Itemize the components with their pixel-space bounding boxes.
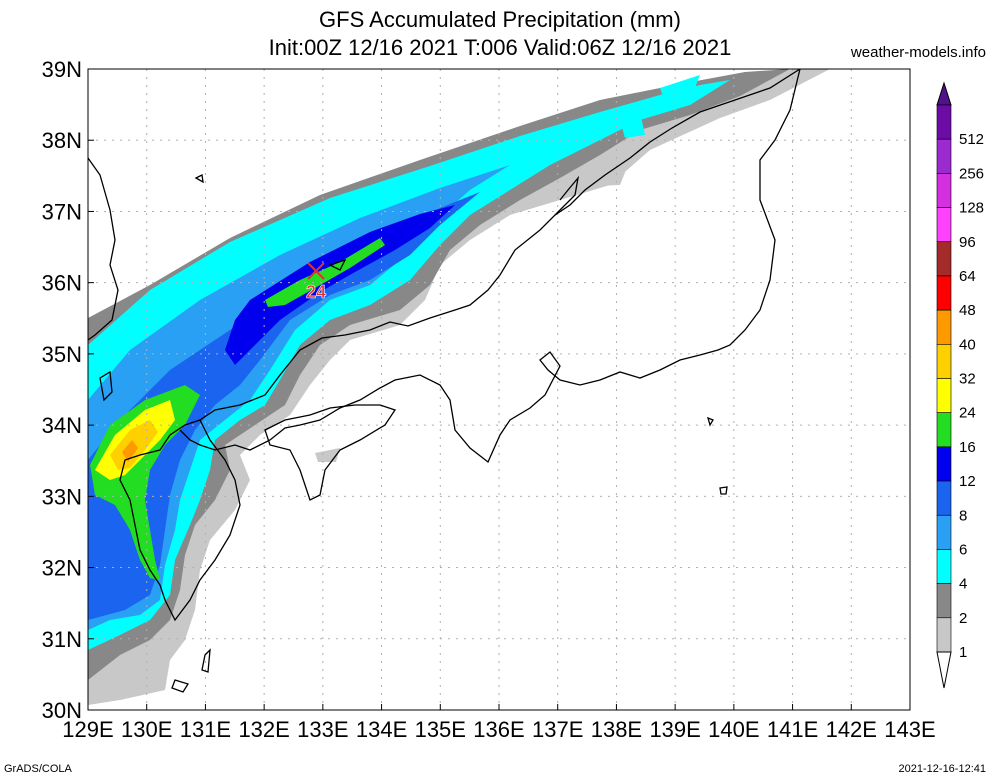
- coastlines: [88, 69, 801, 693]
- legend-top-arrow: [936, 81, 952, 106]
- legend-swatch: [936, 173, 952, 208]
- legend-swatch: [936, 378, 952, 413]
- lon-tick-label: 141E: [767, 717, 818, 742]
- lon-tick-label: 140E: [708, 717, 759, 742]
- legend-label: 1: [959, 644, 967, 661]
- legend-bottom-arrow: [936, 651, 952, 689]
- precip-40mm-area: [122, 440, 138, 462]
- lat-tick-label: 37N: [42, 199, 82, 224]
- longitude-axis: 129E 130E 131E 132E 133E 134E 135E 136E 137E 138E…: [62, 704, 936, 742]
- legend-label: 40: [959, 336, 976, 353]
- legend-label: 2: [959, 610, 967, 627]
- lat-tick-label: 35N: [42, 342, 82, 367]
- lon-tick-label: 132E: [238, 717, 289, 742]
- precip-4mm-patch: [660, 75, 700, 102]
- legend-swatch: [936, 446, 952, 482]
- legend-swatch: [936, 617, 952, 653]
- legend-label: 12: [959, 473, 976, 490]
- legend-label: 512: [959, 131, 984, 148]
- legend-label: 6: [959, 541, 967, 558]
- lon-tick-label: 130E: [121, 717, 172, 742]
- legend-label: 16: [959, 439, 976, 456]
- legend-swatch: [936, 344, 952, 379]
- lon-tick-label: 129E: [62, 717, 113, 742]
- max-marker-label: 24: [306, 282, 326, 302]
- footer-timestamp: 2021-12-16-12:41: [898, 763, 986, 775]
- legend-label: 64: [959, 268, 976, 285]
- lon-tick-label: 139E: [649, 717, 700, 742]
- legend-swatch: [936, 138, 952, 174]
- precip-1mm-patch: [595, 160, 630, 186]
- lon-tick-label: 143E: [884, 717, 935, 742]
- lat-tick-label: 38N: [42, 128, 82, 153]
- legend-swatch: [936, 412, 952, 448]
- legend-swatch: [936, 104, 952, 140]
- legend-swatch: [936, 583, 952, 619]
- precip-4mm-patch: [620, 112, 645, 138]
- latitude-axis: 39N 38N 37N 36N 35N 34N 33N 32N 31N 30N: [42, 57, 94, 723]
- precip-12mm-area: [225, 205, 455, 365]
- lat-tick-label: 36N: [42, 271, 82, 296]
- lon-tick-label: 135E: [415, 717, 466, 742]
- map-subtitle: Init:00Z 12/16 2021 T:006 Valid:06Z 12/1…: [268, 35, 732, 60]
- legend-label: 96: [959, 234, 976, 251]
- lat-tick-label: 39N: [42, 57, 82, 82]
- lat-tick-label: 34N: [42, 413, 82, 438]
- max-marker: 24: [306, 262, 326, 302]
- legend-swatch: [936, 207, 952, 243]
- lon-tick-label: 142E: [826, 717, 877, 742]
- footer-source: GrADS/COLA: [4, 763, 72, 775]
- lon-tick-label: 134E: [356, 717, 407, 742]
- map-title: GFS Accumulated Precipitation (mm): [319, 7, 681, 32]
- legend-label: 128: [959, 200, 984, 217]
- legend-swatch: [936, 309, 952, 345]
- map-gridlines: [88, 69, 910, 710]
- legend-swatch: [936, 549, 952, 584]
- lon-tick-label: 136E: [473, 717, 524, 742]
- precip-16mm-area: [265, 238, 385, 307]
- legend-label: 24: [959, 405, 976, 422]
- lat-tick-label: 32N: [42, 556, 82, 581]
- legend-label: 4: [959, 576, 967, 593]
- legend-label: 48: [959, 302, 976, 319]
- lat-tick-label: 31N: [42, 627, 82, 652]
- lon-tick-label: 138E: [591, 717, 642, 742]
- lat-tick-label: 33N: [42, 484, 82, 509]
- lon-tick-label: 131E: [180, 717, 231, 742]
- lon-tick-label: 137E: [532, 717, 583, 742]
- credit-text: weather-models.info: [850, 44, 986, 61]
- legend-label: 32: [959, 371, 976, 388]
- legend-swatch: [936, 514, 952, 550]
- legend-label: 8: [959, 507, 967, 524]
- legend-swatch: [936, 275, 952, 311]
- lon-tick-label: 133E: [297, 717, 348, 742]
- legend-label: 256: [959, 165, 984, 182]
- lat-tick-label: 30N: [42, 698, 82, 723]
- legend-swatch: [936, 480, 952, 516]
- legend-swatch: [936, 241, 952, 277]
- precip-field: [88, 69, 830, 705]
